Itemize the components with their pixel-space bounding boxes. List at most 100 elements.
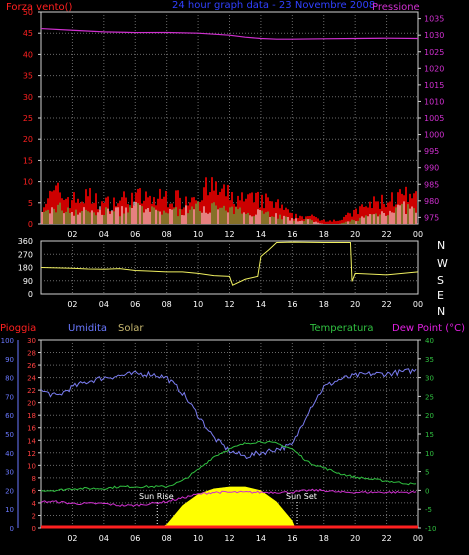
temp-y-tick-label: -10	[425, 525, 436, 533]
wind-panel-x-tick-label: 18	[319, 230, 329, 239]
humidity-y-tick-label: 10	[5, 506, 14, 514]
humidity-panel-x-tick-label: 00	[413, 534, 423, 543]
rain-y-tick-label: 28	[27, 350, 36, 358]
wind-direction-line	[40, 241, 419, 286]
compass-s: S	[437, 274, 444, 287]
wind-panel-x-tick-label: 12	[224, 230, 234, 239]
humidity-y-tick-label: 30	[5, 469, 14, 477]
direction-panel-x-tick-label: 22	[381, 300, 391, 309]
humidity-y-tick-label: 40	[5, 450, 14, 458]
temperature-line	[40, 440, 417, 493]
temp-y-tick-label: 15	[425, 431, 434, 439]
wind-panel-x-tick-label: 14	[256, 230, 266, 239]
wind-y-tick-label: 10	[23, 178, 33, 187]
pressure-axis-title: Pressione	[372, 2, 420, 13]
temp-y-tick-label: 20	[425, 412, 434, 420]
humidity-panel-x-tick-label: 14	[256, 534, 266, 543]
wind-panel-x-tick-label: 02	[67, 230, 77, 239]
solar-area	[160, 486, 296, 528]
direction-panel-x-tick-label: 12	[224, 300, 234, 309]
wind-y-tick-label: 35	[23, 72, 33, 81]
direction-panel-x-tick-label: 06	[130, 300, 140, 309]
wind-y-tick-label: 20	[23, 135, 33, 144]
direction-y-tick-label: 90	[23, 277, 33, 286]
humidity-panel-x-tick-label: 12	[224, 534, 234, 543]
temp-y-tick-label: 10	[425, 450, 434, 458]
humidity-panel-x-tick-label: 08	[162, 534, 172, 543]
dewpoint-axis-title: Dew Point (°C)	[392, 323, 465, 334]
rain-y-tick-label: 6	[32, 487, 37, 495]
rain-y-tick-label: 18	[27, 412, 36, 420]
rain-y-tick-label: 24	[27, 375, 36, 383]
wind-y-tick-label: 45	[23, 29, 33, 38]
temp-y-tick-label: 5	[425, 469, 429, 477]
rain-y-tick-label: 2	[32, 512, 36, 520]
rain-y-tick-label: 30	[27, 337, 36, 345]
humidity-y-tick-label: 60	[5, 412, 14, 420]
compass-n-bottom: N	[437, 305, 445, 318]
temp-y-tick-label: 35	[425, 356, 434, 364]
pressure-y-tick-label: 1000	[424, 131, 444, 140]
humidity-panel-x-tick-label: 10	[193, 534, 203, 543]
wind-y-tick-label: 30	[23, 93, 33, 102]
rain-y-tick-label: 0	[32, 525, 36, 533]
wind-axis-title: Forza vento()	[6, 2, 73, 13]
direction-y-tick-label: 270	[18, 250, 33, 259]
humidity-y-tick-label: 70	[5, 393, 14, 401]
pressure-y-tick-label: 980	[424, 197, 439, 206]
humidity-panel-x-tick-label: 02	[67, 534, 77, 543]
pressure-y-tick-label: 1005	[424, 114, 444, 123]
humidity-y-tick-label: 100	[1, 337, 14, 345]
pressure-y-tick-label: 1030	[424, 31, 444, 40]
wind-panel-x-tick-label: 00	[413, 230, 423, 239]
rain-y-tick-label: 22	[27, 387, 36, 395]
direction-panel-x-tick-label: 02	[67, 300, 77, 309]
wind-panel-x-tick-label: 08	[162, 230, 172, 239]
humidity-panel-x-tick-label: 18	[319, 534, 329, 543]
wind-y-tick-label: 40	[23, 50, 33, 59]
sunrise-label: Sun Rise	[139, 492, 174, 501]
pressure-y-tick-label: 975	[424, 213, 439, 222]
humidity-panel-x-tick-label: 16	[287, 534, 297, 543]
rain-y-tick-label: 20	[27, 400, 36, 408]
pressure-y-tick-label: 990	[424, 164, 439, 173]
rain-axis-title: Pioggia	[0, 323, 36, 334]
direction-panel-x-tick-label: 16	[287, 300, 297, 309]
pressure-y-tick-label: 1020	[424, 64, 444, 73]
sunset-label: Sun Set	[286, 492, 317, 501]
rain-y-tick-label: 26	[27, 362, 36, 370]
humidity-y-tick-label: 90	[5, 356, 14, 364]
direction-y-tick-label: 180	[18, 264, 33, 273]
temp-y-tick-label: 30	[425, 375, 434, 383]
humidity-y-tick-label: 80	[5, 375, 14, 383]
rain-y-tick-label: 10	[27, 462, 36, 470]
compass-n-top: N	[437, 239, 445, 252]
humidity-y-tick-label: 0	[10, 525, 14, 533]
pressure-y-tick-label: 1015	[424, 81, 444, 90]
temp-y-tick-label: 40	[425, 337, 434, 345]
rain-y-tick-label: 14	[27, 437, 36, 445]
wind-panel-x-tick-label: 04	[99, 230, 109, 239]
pressure-y-tick-label: 1010	[424, 97, 444, 106]
wind-panel-x-tick-label: 06	[130, 230, 140, 239]
temperature-axis-title: Temperatura	[309, 323, 374, 334]
direction-panel-x-tick-label: 04	[99, 300, 109, 309]
temp-y-tick-label: 25	[425, 393, 434, 401]
humidity-panel-x-tick-label: 06	[130, 534, 140, 543]
direction-panel-x-tick-label: 14	[256, 300, 266, 309]
direction-panel-x-tick-label: 00	[413, 300, 423, 309]
direction-y-tick-label: 360	[18, 237, 33, 246]
wind-y-tick-label: 50	[23, 8, 33, 17]
direction-panel-x-tick-label: 18	[319, 300, 329, 309]
temp-y-tick-label: -5	[425, 506, 432, 514]
wind-y-tick-label: 0	[28, 220, 33, 229]
wind-y-tick-label: 15	[23, 156, 33, 165]
direction-panel-x-tick-label: 08	[162, 300, 172, 309]
solar-axis-title: Solar	[118, 323, 144, 334]
direction-panel-x-tick-label: 10	[193, 300, 203, 309]
compass-w: W	[437, 257, 448, 270]
pressure-y-tick-label: 1025	[424, 48, 444, 57]
rain-y-tick-label: 16	[27, 425, 36, 433]
direction-y-tick-label: 0	[28, 290, 33, 299]
